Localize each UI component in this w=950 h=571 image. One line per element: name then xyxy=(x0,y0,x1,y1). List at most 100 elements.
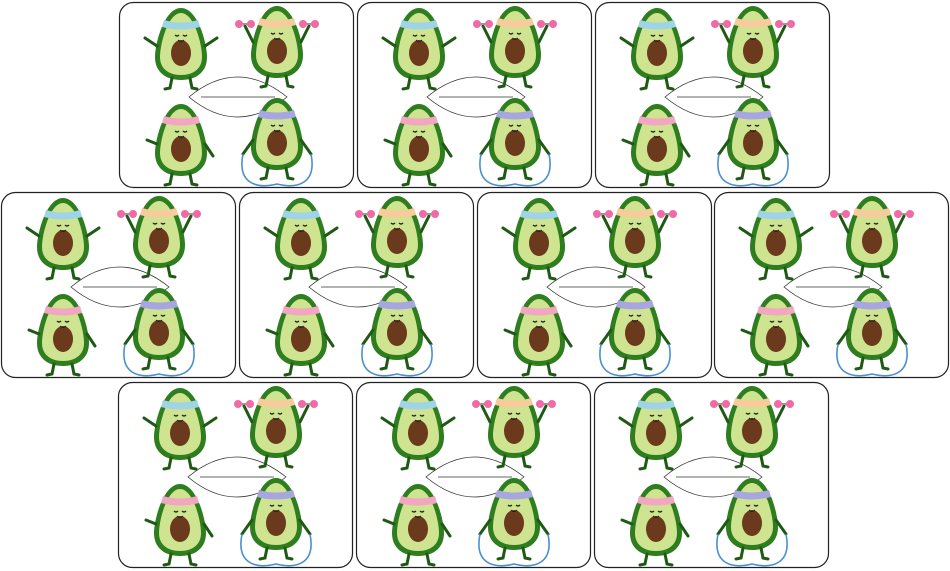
avocado xyxy=(382,482,452,567)
headband xyxy=(638,20,676,30)
avocado xyxy=(716,476,788,567)
avocado xyxy=(240,476,312,567)
headband xyxy=(637,496,675,506)
avocado xyxy=(620,482,690,567)
headband xyxy=(637,400,675,410)
sticker-card xyxy=(713,191,950,379)
dumbbell-weight xyxy=(419,210,427,218)
avocado xyxy=(473,4,557,89)
avocado xyxy=(241,96,313,187)
avocado xyxy=(472,384,556,469)
dumbbell-weight xyxy=(536,400,544,408)
arms xyxy=(717,138,789,156)
avocado xyxy=(143,6,219,91)
headband xyxy=(757,210,795,220)
avocado xyxy=(593,194,677,279)
dumbbell-weight xyxy=(117,210,125,218)
arms xyxy=(601,214,669,234)
dumbbell-weight xyxy=(472,400,480,408)
avocado xyxy=(144,482,214,567)
avocado xyxy=(503,292,573,377)
arms xyxy=(478,518,550,536)
arms xyxy=(265,328,335,348)
jump-rope xyxy=(241,153,313,187)
arms xyxy=(125,214,193,234)
avocado xyxy=(599,286,671,377)
headband xyxy=(161,400,199,410)
headband xyxy=(399,496,437,506)
arms xyxy=(241,138,313,156)
arms xyxy=(361,328,433,346)
dumbbell-weight xyxy=(775,20,783,28)
arms xyxy=(145,138,215,158)
jump-rope xyxy=(240,533,312,567)
arms xyxy=(501,226,577,238)
avocado xyxy=(710,384,794,469)
sticker-card xyxy=(593,381,830,569)
headband xyxy=(757,306,795,316)
headband xyxy=(733,398,771,408)
avocado xyxy=(234,384,318,469)
arms xyxy=(621,138,691,158)
jump-rope xyxy=(478,533,550,567)
headband xyxy=(258,18,296,28)
avocado xyxy=(479,96,551,187)
sticker-card xyxy=(117,381,354,569)
headband xyxy=(520,306,558,316)
headband xyxy=(282,210,320,220)
dumbbell-weight xyxy=(298,400,306,408)
avocado xyxy=(501,196,577,281)
dumbbell-weight xyxy=(484,400,492,408)
avocado xyxy=(717,96,789,187)
arms xyxy=(143,36,219,48)
headband xyxy=(161,496,199,506)
dumbbell-weight xyxy=(669,210,677,218)
headband xyxy=(853,208,891,218)
dumbbell-weight xyxy=(235,20,243,28)
dumbbell-weight xyxy=(711,20,719,28)
headband xyxy=(734,18,772,28)
headband xyxy=(44,210,82,220)
dumbbell-weight xyxy=(723,20,731,28)
headband xyxy=(616,300,654,310)
dumbbell-weight xyxy=(129,210,137,218)
jump-rope xyxy=(836,343,908,377)
avocado xyxy=(478,476,550,567)
arms xyxy=(144,518,214,538)
arms xyxy=(263,226,339,238)
arms xyxy=(836,328,908,346)
avocado xyxy=(738,196,814,281)
arms xyxy=(618,416,694,428)
dumbbell-weight xyxy=(181,210,189,218)
headband xyxy=(399,400,437,410)
arms xyxy=(381,36,457,48)
dumbbell-weight xyxy=(473,20,481,28)
arms xyxy=(599,328,671,346)
jump-rope xyxy=(479,153,551,187)
arms xyxy=(838,214,906,234)
dumbbell-weight xyxy=(830,210,838,218)
dumbbell-weight xyxy=(310,400,318,408)
headband xyxy=(257,490,295,500)
headband xyxy=(162,20,200,30)
headband xyxy=(496,110,534,120)
dumbbell-weight xyxy=(605,210,613,218)
headband xyxy=(140,208,178,218)
arms xyxy=(718,404,786,424)
dumbbell-weight xyxy=(842,210,850,218)
sticker-card xyxy=(118,1,355,189)
arms xyxy=(123,328,195,346)
dumbbell-weight xyxy=(367,210,375,218)
arms xyxy=(240,518,312,536)
avocado xyxy=(621,102,691,187)
sticker-card xyxy=(238,191,475,379)
avocado xyxy=(142,386,218,471)
arms xyxy=(27,328,97,348)
dumbbell-weight xyxy=(537,20,545,28)
headband xyxy=(496,18,534,28)
avocado xyxy=(263,196,339,281)
avocado xyxy=(836,286,908,377)
jump-rope xyxy=(599,343,671,377)
arms xyxy=(243,24,311,44)
